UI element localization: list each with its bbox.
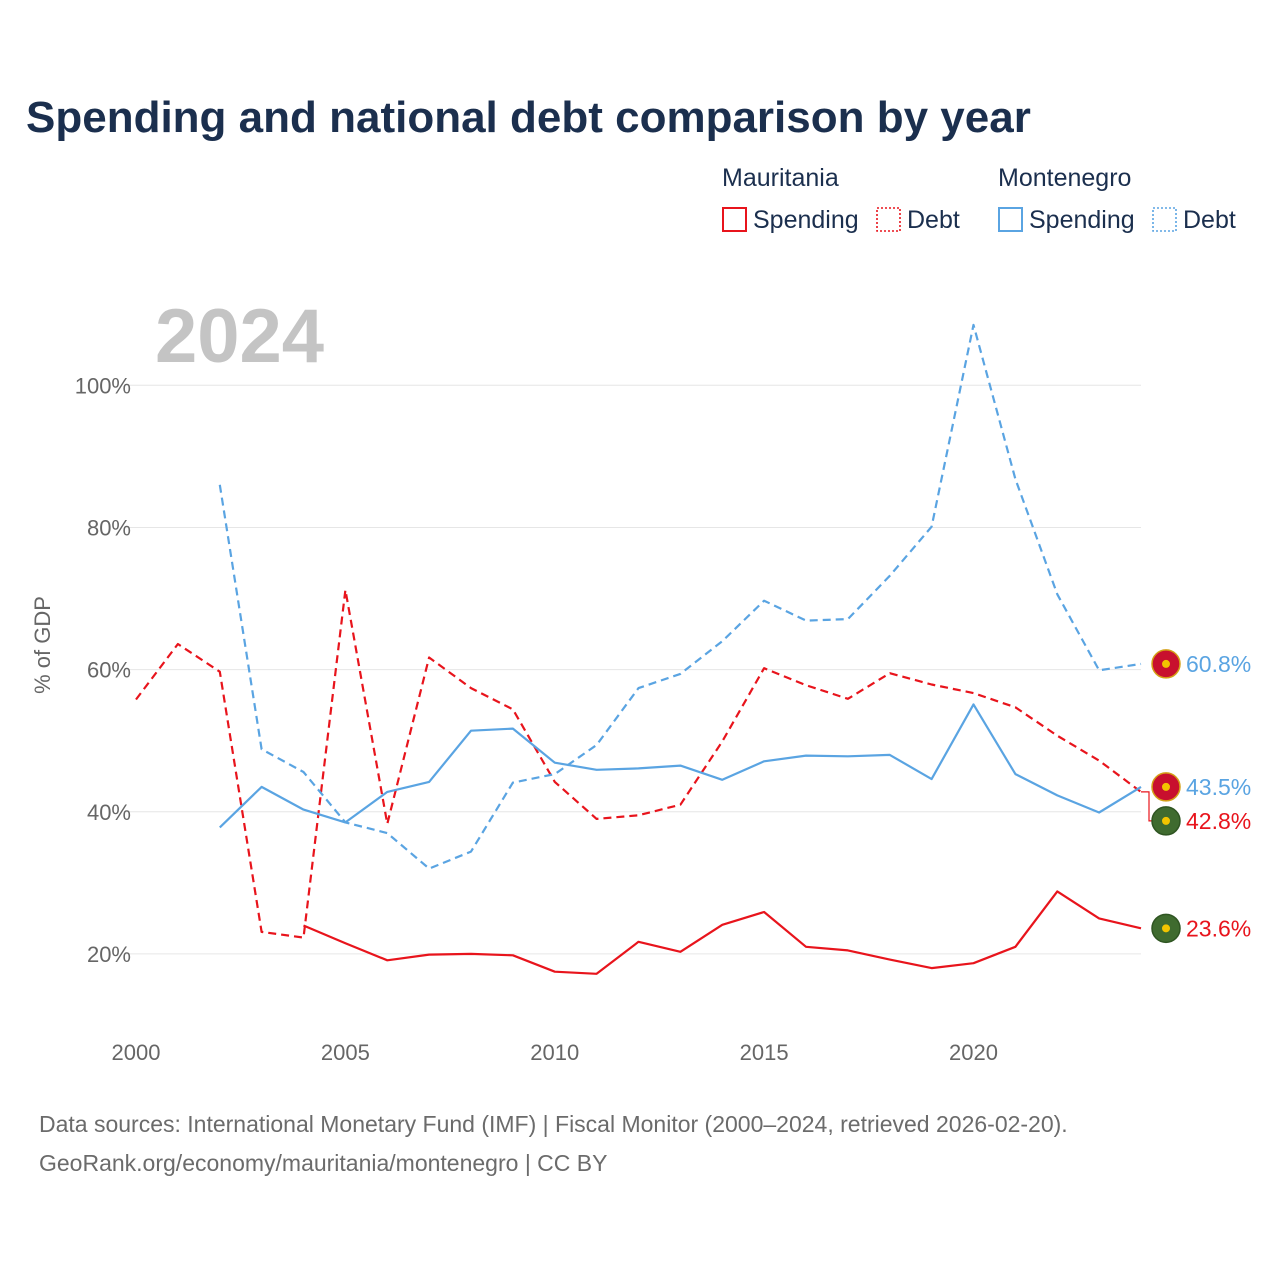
flag-emblem-mauritania-debt <box>1162 816 1170 825</box>
y-axis-ticks: 20% 40% 60% 80% 100% <box>75 373 131 967</box>
series-lines <box>135 323 1142 975</box>
x-tick-label-2015: 2015 <box>740 1040 789 1065</box>
series-line-montenegro-spending <box>219 703 1142 829</box>
legend-label-mauritania-debt: Debt <box>907 206 960 234</box>
x-tick-label-2005: 2005 <box>321 1040 370 1065</box>
chart-title: Spending and national debt comparison by… <box>26 93 1031 142</box>
end-markers: 60.8% 43.5% 42.8% 23.6% <box>1141 649 1251 944</box>
flag-emblem-montenegro-spending <box>1162 782 1170 791</box>
x-axis-ticks: 2000 2005 2010 2015 2020 <box>112 1040 998 1065</box>
x-tick-label-2010: 2010 <box>530 1040 579 1065</box>
gridlines <box>126 384 1141 955</box>
current-year-label: 2024 <box>155 294 324 379</box>
legend-swatch-montenegro-spending <box>998 207 1023 232</box>
x-tick-label-2000: 2000 <box>112 1040 161 1065</box>
flag-emblem-mauritania-spending <box>1162 924 1170 933</box>
flag-emblem-montenegro-debt <box>1162 659 1170 668</box>
legend-label-montenegro-spending: Spending <box>1029 206 1135 234</box>
legend: Mauritania Spending Debt Montenegro Spending… <box>722 164 1236 234</box>
series-line-mauritania-debt <box>135 588 1142 939</box>
legend-swatch-montenegro-debt <box>1152 207 1177 232</box>
series-line-mauritania-spending <box>303 890 1142 975</box>
legend-swatch-mauritania-debt <box>876 207 901 232</box>
x-tick-label-2020: 2020 <box>949 1040 998 1065</box>
end-label-mauritania-spending: 23.6% <box>1186 915 1251 941</box>
y-tick-label-100: 100% <box>75 373 131 398</box>
connector-mauritania-debt <box>1141 791 1152 822</box>
y-tick-label-20: 20% <box>87 942 131 967</box>
end-label-montenegro-debt: 60.8% <box>1186 651 1251 677</box>
y-tick-label-60: 60% <box>87 658 131 683</box>
y-tick-label-80: 80% <box>87 515 131 540</box>
end-label-montenegro-spending: 43.5% <box>1186 774 1251 800</box>
legend-group-montenegro: Montenegro <box>998 164 1131 192</box>
legend-label-mauritania-spending: Spending <box>753 206 859 234</box>
legend-label-montenegro-debt: Debt <box>1183 206 1236 234</box>
y-axis-label: % of GDP <box>30 596 55 694</box>
source-line-2: GeoRank.org/economy/mauritania/montenegr… <box>39 1150 607 1176</box>
series-line-montenegro-debt <box>218 323 1142 870</box>
source-line-1: Data sources: International Monetary Fun… <box>39 1111 1068 1137</box>
legend-group-mauritania: Mauritania <box>722 164 839 192</box>
end-label-mauritania-debt: 42.8% <box>1186 808 1251 834</box>
y-tick-label-40: 40% <box>87 800 131 825</box>
legend-swatch-mauritania-spending <box>722 207 747 232</box>
